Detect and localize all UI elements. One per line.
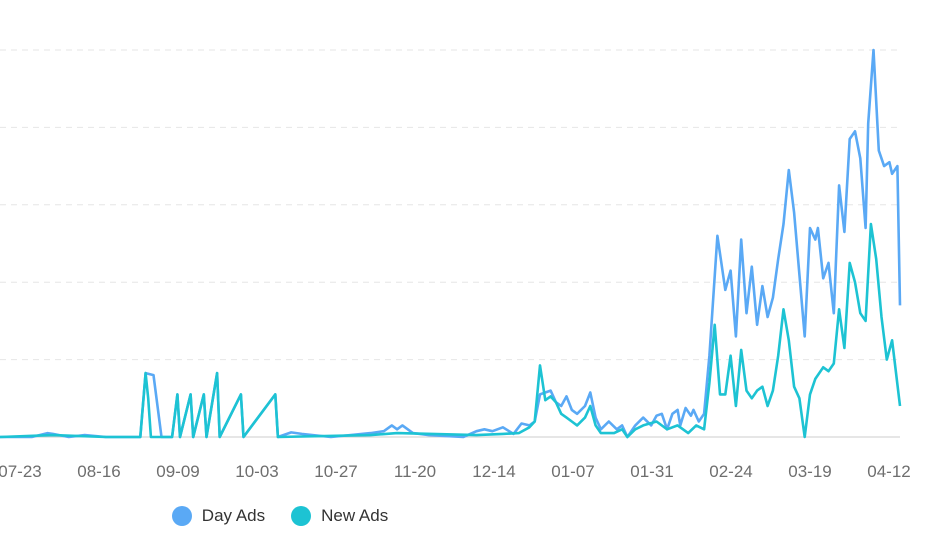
x-tick-label: 08-16 [77,462,120,481]
legend: Day Ads New Ads [0,506,560,526]
legend-item-new-ads[interactable]: New Ads [291,506,388,526]
x-tick-label: 10-03 [235,462,278,481]
x-tick-labels: 07-23 08-16 09-09 10-03 10-27 11-20 12-14 01-07… [0,462,911,481]
line-chart: 07-23 08-16 09-09 10-03 10-27 11-20 12-14 01-07… [0,48,911,481]
x-tick-label: 03-19 [788,462,831,481]
x-tick-label: 12-14 [472,462,515,481]
x-tick-label: 07-23 [0,462,42,481]
x-tick-label: 02-24 [709,462,752,481]
series-lines [0,48,902,439]
series-line-day-ads[interactable] [0,48,902,439]
legend-label-new-ads: New Ads [321,506,389,525]
x-tick-label: 11-20 [394,462,436,481]
x-tick-label: 01-07 [551,462,594,481]
x-tick-label: 04-12 [867,462,910,481]
legend-marker-day-ads [171,506,192,526]
legend-marker-new-ads [291,506,312,526]
x-tick-label: 10-27 [314,462,357,481]
x-tick-label: 01-31 [630,462,673,481]
x-tick-label: 09-09 [156,462,199,481]
legend-label-day-ads: Day Ads [201,506,266,525]
series-line-new-ads[interactable] [0,222,902,439]
legend-item-day-ads[interactable]: Day Ads [171,506,266,526]
gridlines [0,49,900,361]
